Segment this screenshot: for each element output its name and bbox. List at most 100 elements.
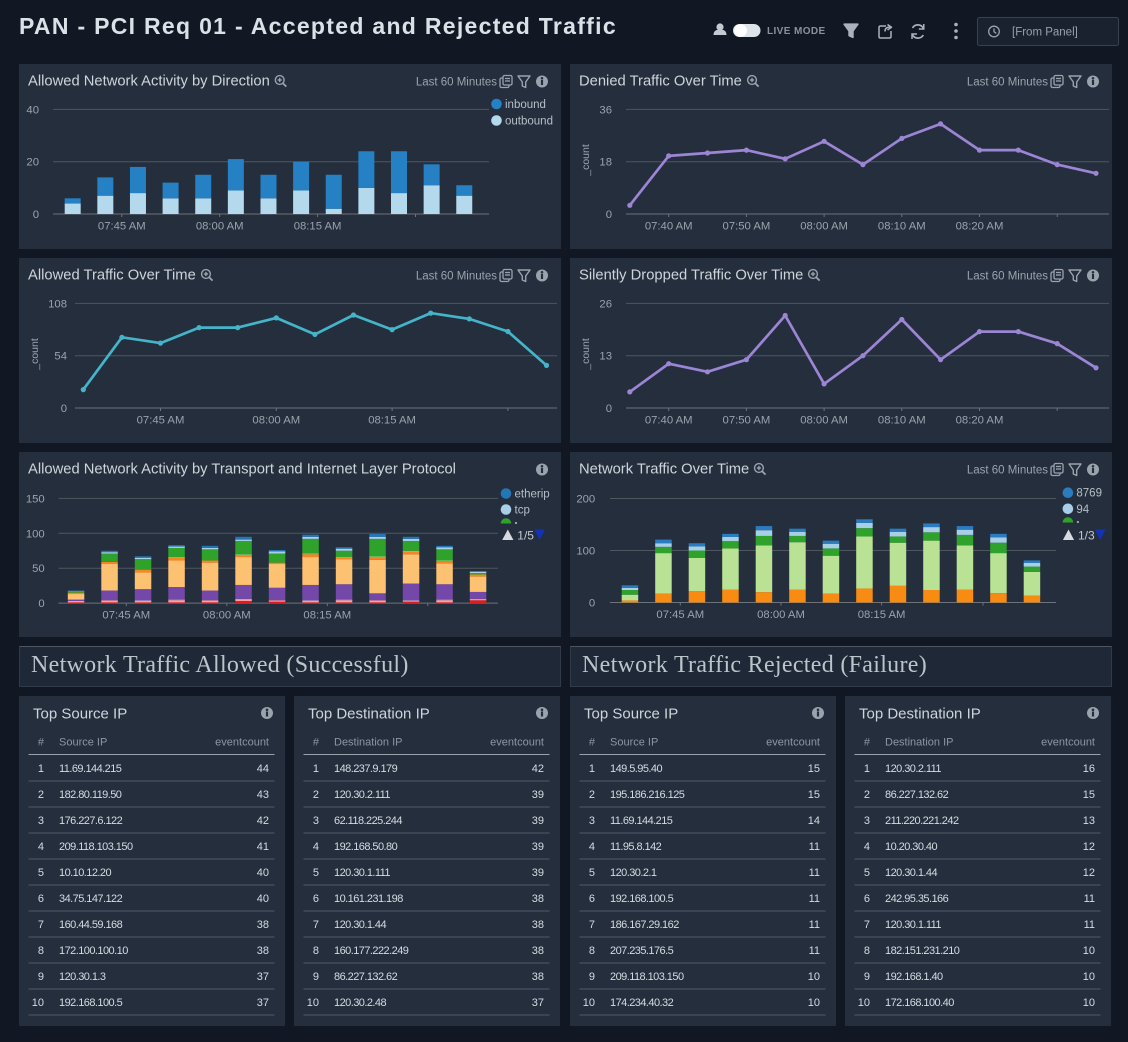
svg-text:6: 6	[864, 893, 870, 905]
svg-text:08:15 AM: 08:15 AM	[303, 610, 351, 622]
svg-text:3: 3	[38, 815, 44, 827]
svg-text:08:10 AM: 08:10 AM	[878, 221, 926, 233]
svg-text:16: 16	[1083, 763, 1095, 775]
svg-text:2: 2	[864, 789, 870, 801]
svg-text:tcp: tcp	[515, 505, 530, 517]
svg-text:eventcount: eventcount	[215, 737, 269, 749]
svg-text:7: 7	[589, 919, 595, 931]
svg-text:7: 7	[38, 919, 44, 931]
svg-text:10.161.231.198: 10.161.231.198	[334, 893, 403, 905]
svg-text:150: 150	[26, 493, 45, 505]
svg-text:outbound: outbound	[505, 116, 553, 128]
svg-text:14: 14	[808, 815, 820, 827]
svg-text:54: 54	[54, 351, 67, 363]
svg-text:11.95.8.142: 11.95.8.142	[610, 841, 662, 853]
svg-text:eventcount: eventcount	[490, 737, 544, 749]
svg-text:6: 6	[38, 893, 44, 905]
svg-text:38: 38	[532, 971, 544, 983]
svg-text:4: 4	[589, 841, 595, 853]
svg-text:4: 4	[313, 841, 319, 853]
svg-text:11.69.144.215: 11.69.144.215	[610, 815, 673, 827]
svg-text:192.168.50.80: 192.168.50.80	[334, 841, 398, 853]
svg-text:38: 38	[532, 945, 544, 957]
svg-text:209.118.103.150: 209.118.103.150	[59, 841, 133, 853]
svg-text:07:45 AM: 07:45 AM	[656, 609, 704, 621]
svg-text:#: #	[589, 737, 596, 749]
svg-text:209.118.103.150: 209.118.103.150	[610, 971, 684, 983]
svg-text:182.80.119.50: 182.80.119.50	[59, 789, 122, 801]
svg-text:_count: _count	[580, 338, 592, 371]
svg-text:10: 10	[808, 997, 820, 1009]
svg-text:Destination IP: Destination IP	[885, 737, 953, 749]
svg-text:LIVE MODE: LIVE MODE	[767, 26, 826, 37]
svg-text:39: 39	[532, 789, 544, 801]
svg-text:37: 37	[257, 997, 269, 1009]
svg-text:08:00 AM: 08:00 AM	[757, 609, 805, 621]
svg-text:192.168.100.5: 192.168.100.5	[610, 893, 674, 905]
svg-text:40: 40	[26, 104, 39, 116]
svg-text:100: 100	[26, 528, 45, 540]
svg-text:160.44.59.168: 160.44.59.168	[59, 919, 123, 931]
svg-text:Last 60 Minutes: Last 60 Minutes	[967, 271, 1048, 283]
svg-text:38: 38	[257, 945, 269, 957]
svg-text:42: 42	[532, 763, 544, 775]
svg-text:38: 38	[532, 893, 544, 905]
svg-text:0: 0	[61, 403, 67, 415]
svg-text:3: 3	[589, 815, 595, 827]
svg-text:eventcount: eventcount	[1041, 737, 1095, 749]
svg-text:10: 10	[307, 997, 319, 1009]
svg-text:10: 10	[32, 997, 44, 1009]
svg-text:207.235.176.5: 207.235.176.5	[610, 945, 674, 957]
svg-text:42: 42	[257, 815, 269, 827]
svg-text:PAN - PCI Req 01 - Accepted an: PAN - PCI Req 01 - Accepted and Rejected…	[19, 13, 617, 39]
svg-text:7: 7	[864, 919, 870, 931]
svg-text:0: 0	[38, 598, 44, 610]
svg-text:176.227.6.122: 176.227.6.122	[59, 815, 123, 827]
svg-text:11: 11	[809, 945, 820, 957]
svg-text:Network Traffic Over Time: Network Traffic Over Time	[579, 462, 749, 478]
svg-text:[From Panel]: [From Panel]	[1012, 27, 1078, 39]
svg-text:86.227.132.62: 86.227.132.62	[334, 971, 398, 983]
svg-text:4: 4	[38, 841, 44, 853]
svg-text:11.69.144.215: 11.69.144.215	[59, 763, 122, 775]
svg-text:39: 39	[532, 867, 544, 879]
svg-text:172.168.100.40: 172.168.100.40	[885, 997, 954, 1009]
svg-text:120.30.2.111: 120.30.2.111	[334, 789, 390, 801]
svg-text:5: 5	[589, 867, 595, 879]
svg-text:108: 108	[48, 298, 67, 310]
svg-text:86.227.132.62: 86.227.132.62	[885, 789, 949, 801]
svg-text:Last 60 Minutes: Last 60 Minutes	[416, 77, 497, 89]
svg-text:8: 8	[864, 945, 870, 957]
svg-text:1/5: 1/5	[517, 529, 534, 543]
svg-text:11: 11	[1084, 919, 1095, 931]
svg-text:211.220.221.242: 211.220.221.242	[885, 815, 959, 827]
svg-text:10: 10	[1083, 997, 1095, 1009]
svg-text:174.234.40.32: 174.234.40.32	[610, 997, 674, 1009]
svg-text:Allowed Network Activity by Di: Allowed Network Activity by Direction	[28, 74, 270, 90]
svg-text:08:00 AM: 08:00 AM	[196, 221, 244, 233]
svg-text:15: 15	[808, 789, 820, 801]
svg-text:41: 41	[257, 841, 269, 853]
svg-text:38: 38	[257, 919, 269, 931]
svg-text:8: 8	[313, 945, 319, 957]
svg-text:3: 3	[313, 815, 319, 827]
svg-text:120.30.2.111: 120.30.2.111	[885, 763, 941, 775]
svg-text:eventcount: eventcount	[766, 737, 820, 749]
svg-text:07:40 AM: 07:40 AM	[645, 415, 693, 427]
svg-text:0: 0	[589, 598, 595, 610]
svg-text:07:50 AM: 07:50 AM	[723, 415, 771, 427]
svg-text:Top Source IP: Top Source IP	[584, 706, 678, 723]
svg-text:#: #	[313, 737, 320, 749]
svg-text:Top Source IP: Top Source IP	[33, 706, 127, 723]
svg-text:Silently Dropped Traffic Over: Silently Dropped Traffic Over Time	[579, 268, 803, 284]
svg-text:0: 0	[606, 209, 612, 221]
svg-text:120.30.1.44: 120.30.1.44	[885, 867, 937, 879]
svg-text:8: 8	[589, 945, 595, 957]
svg-text:07:40 AM: 07:40 AM	[645, 221, 693, 233]
svg-text:7: 7	[313, 919, 319, 931]
svg-text:1: 1	[313, 763, 319, 775]
svg-text:1/3: 1/3	[1078, 529, 1095, 543]
svg-text:3: 3	[864, 815, 870, 827]
svg-text:172.100.100.10: 172.100.100.10	[59, 945, 128, 957]
svg-text:1: 1	[589, 763, 595, 775]
